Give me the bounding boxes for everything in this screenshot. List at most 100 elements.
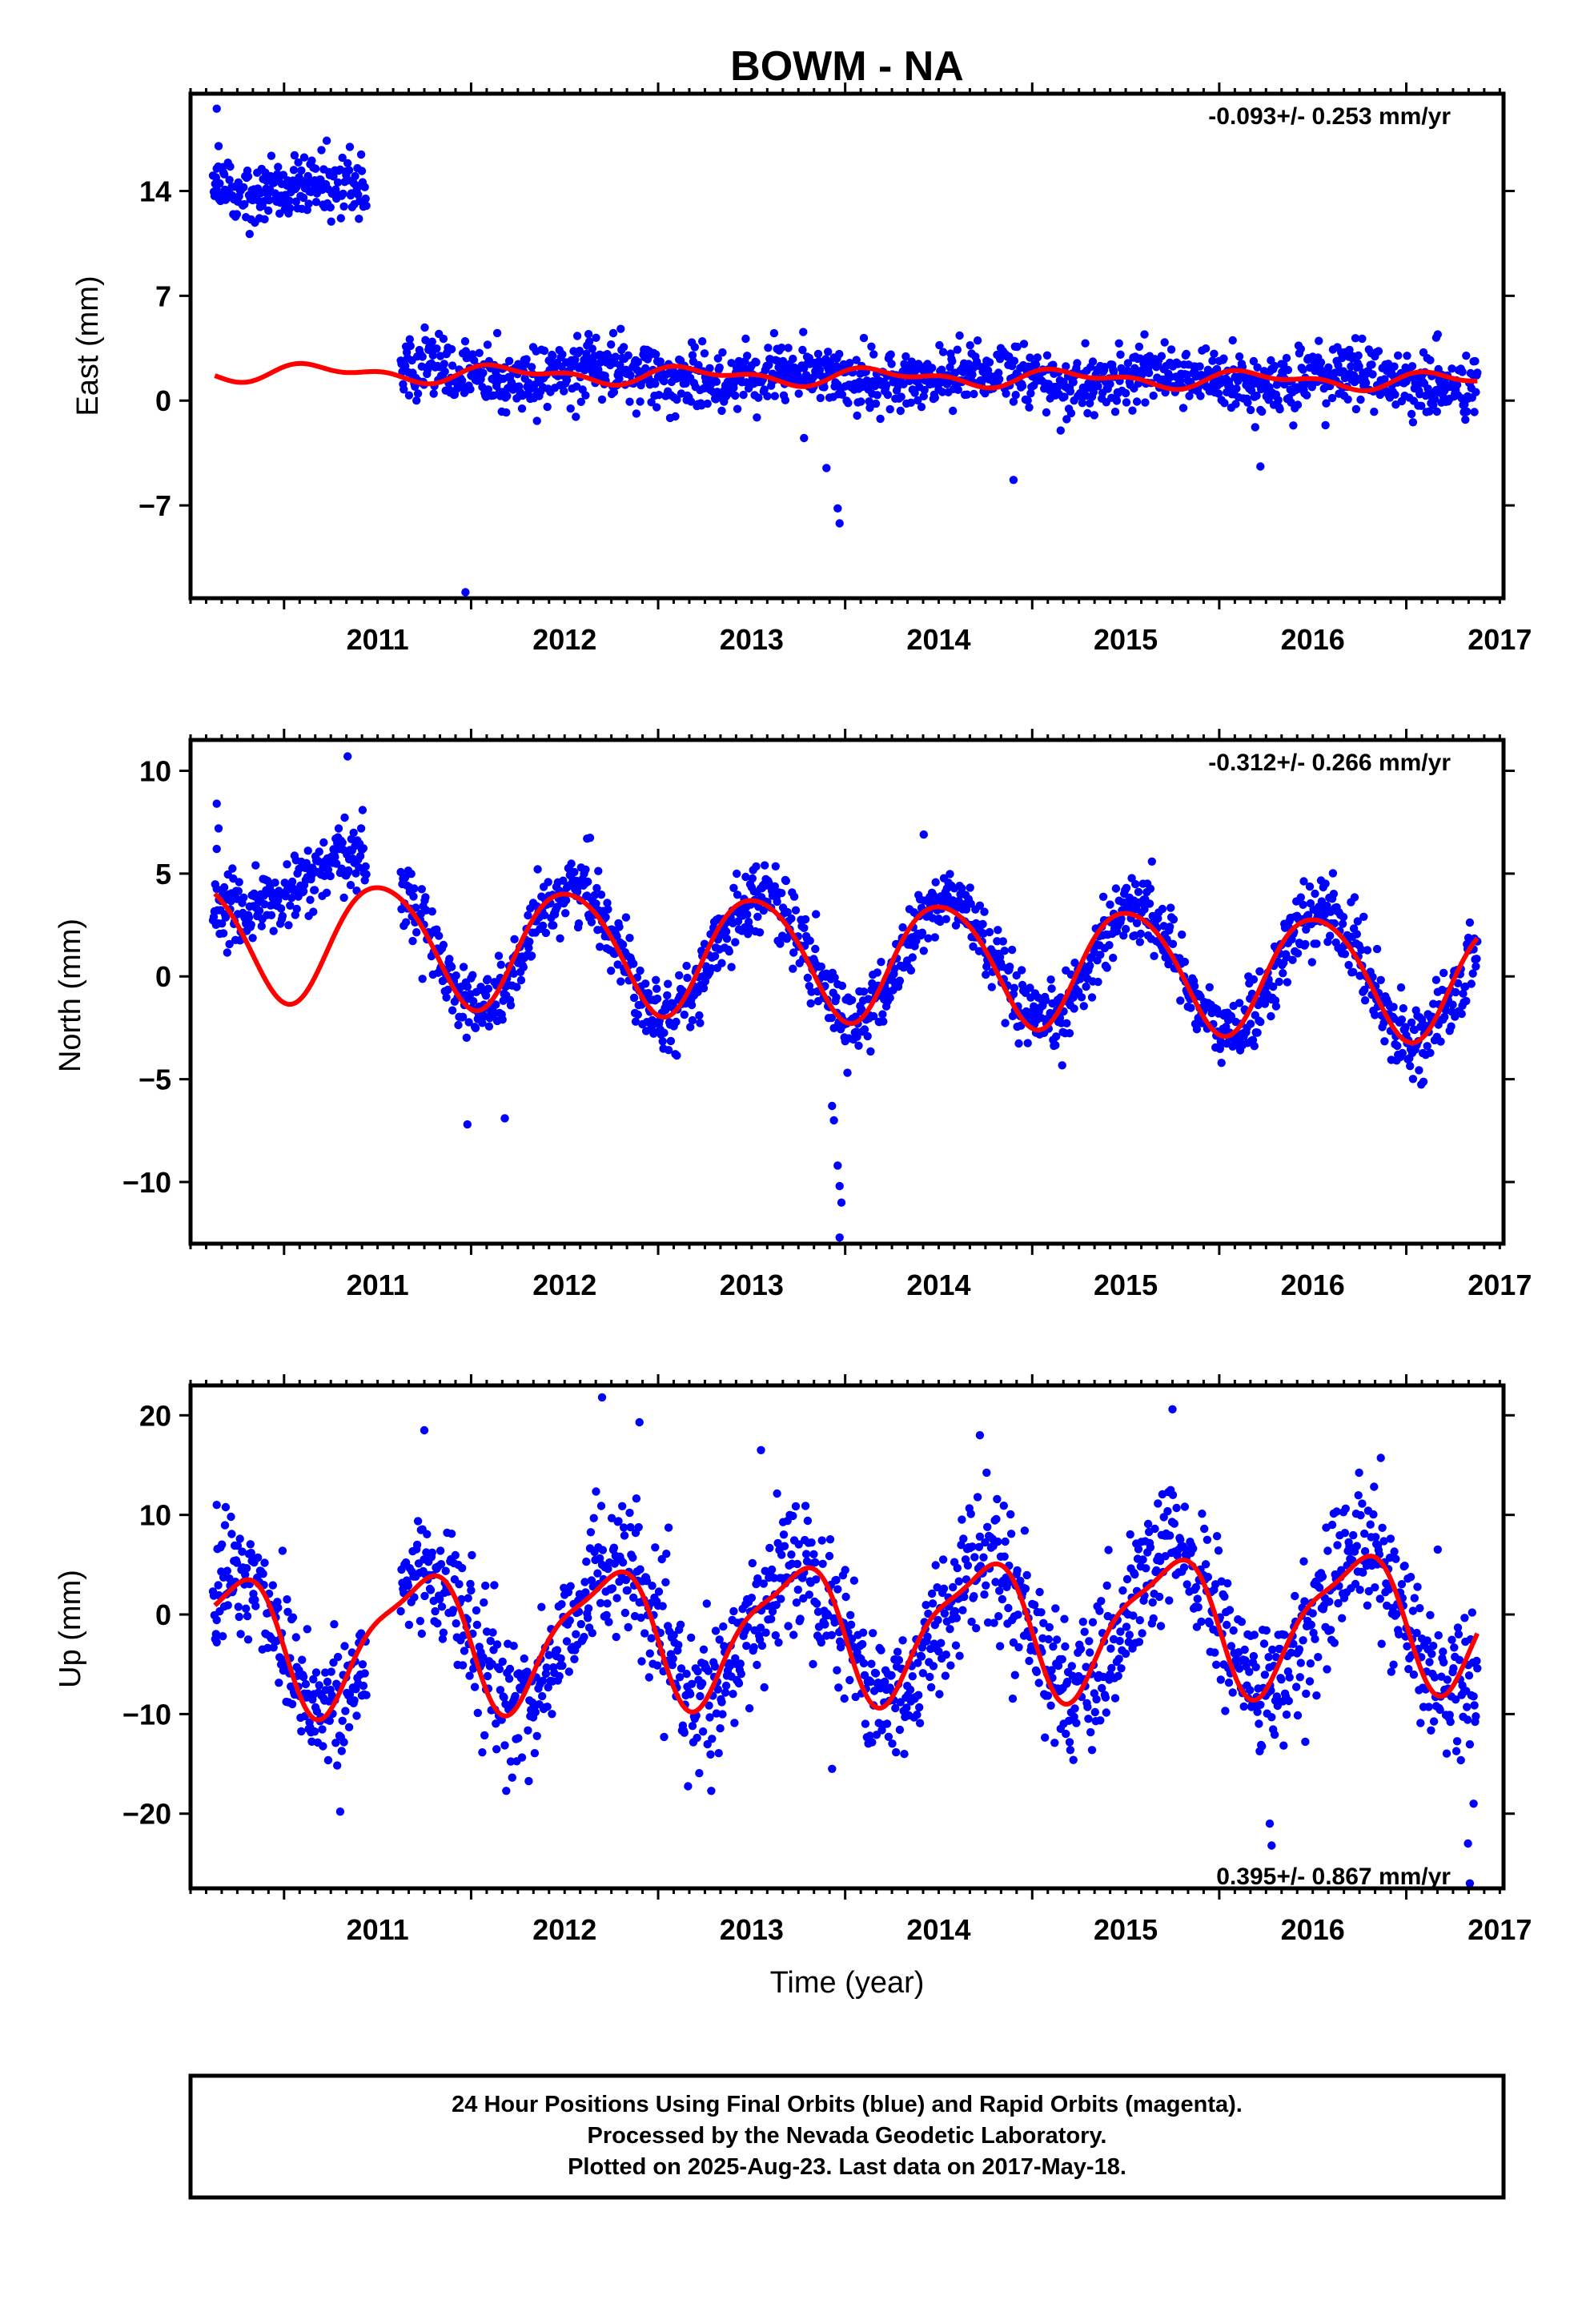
data-point <box>779 1530 789 1539</box>
data-point <box>1087 1746 1097 1755</box>
data-point <box>439 334 448 344</box>
data-point <box>846 1620 856 1630</box>
data-point <box>1150 1524 1159 1534</box>
data-point <box>607 967 616 975</box>
data-point <box>234 887 243 896</box>
data-point <box>239 183 248 192</box>
data-point <box>1054 1661 1063 1671</box>
x-tick-label: 2015 <box>1094 623 1158 656</box>
data-point <box>1179 1563 1189 1572</box>
data-point <box>506 1757 516 1766</box>
data-point <box>941 1671 950 1680</box>
data-point <box>344 866 353 875</box>
data-point <box>708 1735 717 1743</box>
data-point <box>748 874 757 883</box>
data-point <box>311 164 320 173</box>
data-point <box>811 1558 820 1567</box>
x-tick-label: 2016 <box>1281 1269 1345 1301</box>
data-point <box>1084 1715 1093 1723</box>
outlier-point <box>212 799 221 808</box>
data-point <box>970 1592 978 1601</box>
data-point <box>830 1618 839 1627</box>
data-point <box>970 389 978 399</box>
data-point <box>479 368 488 377</box>
east-frame <box>188 91 1506 601</box>
data-point <box>223 948 231 957</box>
data-point <box>561 896 571 905</box>
data-point <box>615 374 624 384</box>
data-point <box>1154 914 1162 923</box>
data-point <box>1180 957 1190 967</box>
data-point <box>764 344 773 352</box>
data-point <box>452 1619 460 1628</box>
data-point <box>715 1635 724 1644</box>
data-point <box>733 404 742 413</box>
data-point <box>441 1566 450 1575</box>
data-point <box>1407 362 1417 371</box>
data-point <box>958 1515 966 1524</box>
data-point <box>247 920 255 929</box>
x-tick-label: 2014 <box>906 623 970 656</box>
data-point <box>478 1748 487 1757</box>
data-point <box>730 1719 739 1727</box>
data-point <box>1033 353 1042 362</box>
data-point <box>951 921 961 930</box>
data-point <box>1468 969 1477 978</box>
data-point <box>1227 1011 1236 1021</box>
data-point <box>303 171 312 181</box>
data-point <box>621 913 631 922</box>
data-point <box>783 907 792 917</box>
data-point <box>1432 407 1442 416</box>
data-point <box>647 1634 656 1642</box>
data-point <box>218 919 227 928</box>
data-point <box>847 995 857 1005</box>
data-point <box>967 1617 976 1626</box>
data-point <box>754 393 763 402</box>
data-point <box>1249 356 1259 366</box>
data-point <box>1191 1582 1201 1592</box>
data-point <box>504 356 514 365</box>
data-point <box>1012 971 1021 980</box>
data-point <box>492 1719 500 1728</box>
x-tick-label: 2013 <box>720 623 784 656</box>
data-point <box>876 414 885 424</box>
data-point <box>548 352 557 360</box>
data-point <box>1459 989 1468 998</box>
data-point <box>420 1591 429 1601</box>
data-point <box>1253 1028 1262 1037</box>
data-point <box>1000 947 1009 955</box>
data-point <box>1166 903 1175 912</box>
data-point <box>1355 971 1364 980</box>
data-point <box>301 1679 311 1689</box>
data-point <box>290 151 299 160</box>
data-point <box>259 1570 267 1578</box>
data-point <box>626 1522 635 1532</box>
data-point <box>756 1623 765 1632</box>
outlier-point <box>800 433 809 443</box>
data-point <box>933 1583 942 1592</box>
data-point <box>865 397 873 406</box>
data-point <box>558 350 567 359</box>
data-point <box>548 1710 556 1719</box>
data-point <box>959 1534 968 1543</box>
data-point <box>1321 420 1330 430</box>
data-point <box>589 1514 598 1522</box>
data-point <box>776 939 785 948</box>
data-point <box>809 1550 818 1559</box>
data-point <box>303 846 312 855</box>
data-point <box>677 1664 686 1673</box>
data-point <box>680 1010 689 1019</box>
data-point <box>803 973 813 983</box>
data-point <box>748 1558 757 1568</box>
data-point <box>846 1610 855 1620</box>
data-point <box>1082 982 1090 991</box>
data-point <box>540 911 549 920</box>
data-point <box>345 143 355 151</box>
data-point <box>1106 380 1114 388</box>
data-point <box>1062 1729 1070 1739</box>
data-point <box>1374 347 1383 356</box>
data-point <box>1340 950 1350 959</box>
data-point <box>283 860 291 869</box>
data-point <box>1144 368 1154 377</box>
data-point <box>607 1514 616 1522</box>
